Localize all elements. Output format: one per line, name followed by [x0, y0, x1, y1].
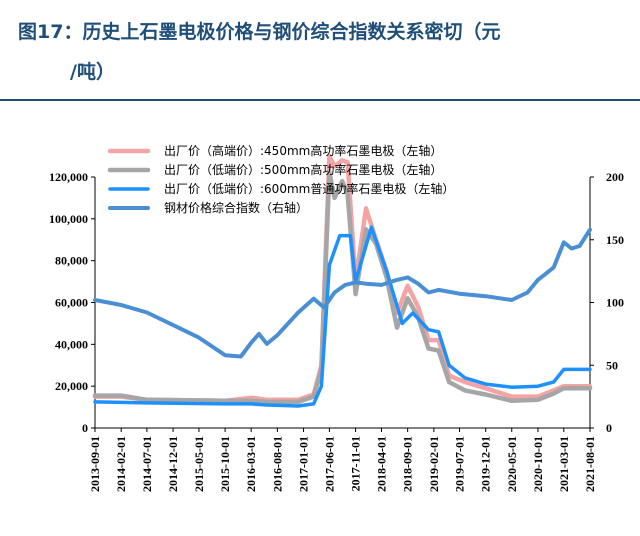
x-tick-label: 2020-10-01 — [531, 436, 545, 492]
y-right-tick-label: 200 — [606, 170, 624, 184]
y-right-tick-label: 0 — [606, 421, 612, 435]
title-line-2: /吨） — [70, 61, 115, 83]
figure-header: 图17：历史上石墨电极价格与钢价综合指数关系密切（元/吨） — [0, 0, 640, 101]
series-line-4 — [93, 227, 592, 359]
x-tick-label: 2014-07-01 — [140, 436, 154, 492]
x-tick-label: 2017-06-01 — [322, 436, 336, 492]
legend-label-1: 出厂价（高端价）:450mm高功率石墨电极（左轴） — [164, 143, 442, 158]
legend-label-2: 出厂价（低端价）:500mm高功率石墨电极（左轴） — [164, 162, 442, 177]
x-tick-label: 2020-05-01 — [505, 436, 519, 492]
series-line-1 — [92, 153, 593, 404]
series-line-2 — [92, 170, 593, 405]
x-tick-label: 2013-09-01 — [88, 436, 102, 492]
y-right-tick-label: 100 — [606, 296, 624, 310]
x-tick-label: 2016-03-01 — [244, 436, 258, 492]
x-tick-label: 2014-12-01 — [166, 436, 180, 492]
y-left-tick-label: 20,000 — [55, 379, 88, 393]
x-tick-label: 2014-02-01 — [114, 436, 128, 492]
x-tick-label: 2018-09-01 — [401, 436, 415, 492]
y-left-tick-label: 80,000 — [55, 254, 88, 268]
x-tick-label: 2021-03-01 — [557, 436, 571, 492]
title-divider — [0, 99, 640, 101]
x-tick-label: 2019-12-01 — [479, 436, 493, 492]
x-tick-label: 2015-10-01 — [218, 436, 232, 492]
series-line-3 — [93, 225, 592, 408]
x-tick-label: 2017-01-01 — [297, 436, 311, 492]
x-tick-label: 2021-08-01 — [583, 436, 597, 492]
y-left-tick-label: 60,000 — [55, 296, 88, 310]
y-right-tick-label: 150 — [606, 233, 624, 247]
x-tick-label: 2019-02-01 — [427, 436, 441, 492]
x-tick-label: 2016-08-01 — [270, 436, 284, 492]
legend-label-3: 出厂价（低端价）:600mm普通功率石墨电极（左轴） — [164, 181, 454, 196]
y-left-tick-label: 0 — [82, 421, 88, 435]
x-tick-label: 2019-07-01 — [453, 436, 467, 492]
x-tick-label: 2015-05-01 — [192, 436, 206, 492]
y-left-tick-label: 100,000 — [49, 212, 88, 226]
y-left-tick-label: 40,000 — [55, 337, 88, 351]
chart-title: 图17：历史上石墨电极价格与钢价综合指数关系密切（元/吨） — [18, 12, 628, 92]
y-right-tick-label: 50 — [606, 358, 618, 372]
x-tick-label: 2018-04-01 — [374, 436, 388, 492]
y-left-tick-label: 120,000 — [49, 170, 88, 184]
title-line-1: 图17：历史上石墨电极价格与钢价综合指数关系密切（元 — [18, 21, 501, 43]
x-tick-label: 2017-11-01 — [349, 436, 363, 491]
legend-label-4: 钢材价格综合指数（右轴） — [164, 200, 308, 215]
